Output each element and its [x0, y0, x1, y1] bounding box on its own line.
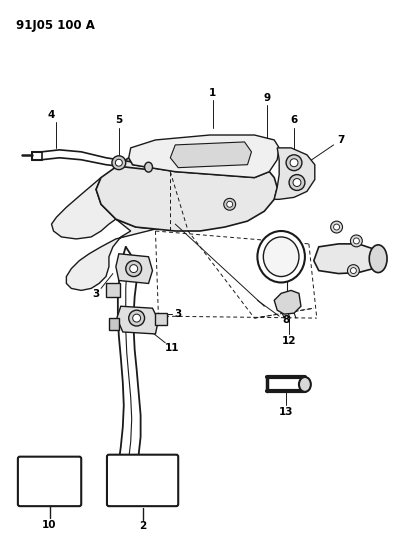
Text: 1: 1: [209, 88, 217, 99]
Circle shape: [290, 159, 298, 167]
Circle shape: [350, 268, 356, 273]
Polygon shape: [117, 306, 158, 334]
FancyBboxPatch shape: [156, 313, 167, 325]
Ellipse shape: [263, 237, 299, 277]
Polygon shape: [314, 244, 378, 273]
Circle shape: [289, 175, 305, 190]
Polygon shape: [96, 158, 277, 231]
Polygon shape: [274, 148, 315, 199]
Text: 13: 13: [279, 407, 293, 417]
Circle shape: [354, 238, 359, 244]
Text: 7: 7: [337, 135, 344, 145]
FancyBboxPatch shape: [106, 284, 120, 297]
Circle shape: [224, 198, 236, 210]
Text: 91J05 100 A: 91J05 100 A: [16, 19, 95, 32]
Text: 3: 3: [175, 309, 182, 319]
Polygon shape: [116, 254, 152, 284]
Ellipse shape: [144, 162, 152, 172]
Text: 11: 11: [165, 343, 180, 353]
FancyBboxPatch shape: [107, 455, 178, 506]
Circle shape: [293, 179, 301, 187]
Circle shape: [130, 265, 138, 272]
Circle shape: [331, 221, 342, 233]
Text: 8: 8: [282, 315, 290, 325]
Circle shape: [227, 201, 233, 207]
Ellipse shape: [369, 245, 387, 272]
Polygon shape: [274, 290, 301, 314]
Circle shape: [286, 155, 302, 171]
Ellipse shape: [257, 231, 305, 282]
Text: 4: 4: [48, 110, 55, 120]
Text: 2: 2: [139, 521, 146, 531]
Text: 6: 6: [290, 115, 298, 125]
FancyBboxPatch shape: [109, 318, 119, 330]
Circle shape: [133, 314, 140, 322]
Text: 10: 10: [42, 520, 57, 530]
FancyBboxPatch shape: [18, 457, 81, 506]
Text: 12: 12: [282, 336, 296, 346]
Polygon shape: [170, 142, 251, 168]
Circle shape: [126, 261, 142, 277]
Circle shape: [129, 310, 144, 326]
Circle shape: [115, 159, 122, 166]
Circle shape: [350, 235, 362, 247]
Ellipse shape: [299, 377, 311, 392]
Polygon shape: [129, 135, 279, 177]
Circle shape: [112, 156, 126, 169]
Circle shape: [348, 265, 359, 277]
Text: 3: 3: [93, 289, 100, 300]
Circle shape: [334, 224, 340, 230]
Text: 9: 9: [264, 93, 271, 103]
Polygon shape: [51, 177, 156, 290]
Text: 5: 5: [115, 115, 122, 125]
